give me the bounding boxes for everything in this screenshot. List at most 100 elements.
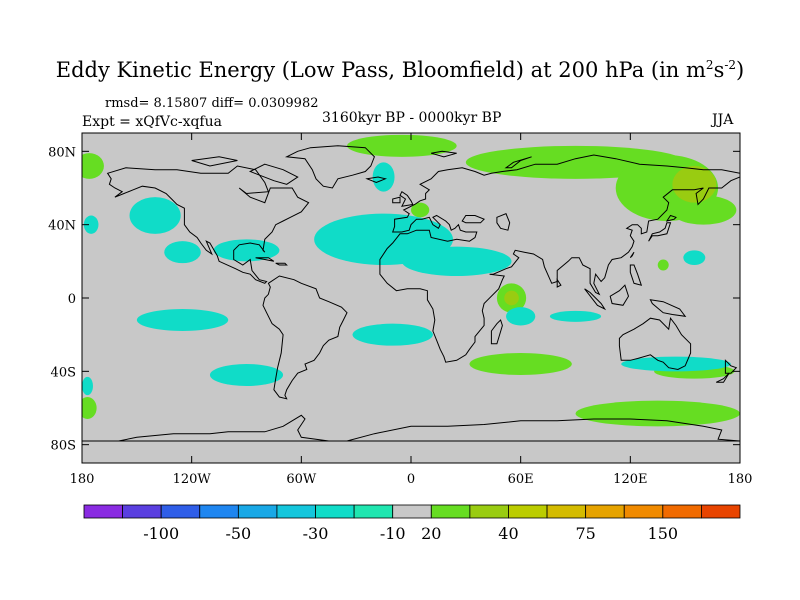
anomaly-region xyxy=(670,195,737,225)
anomaly-region xyxy=(401,246,512,276)
experiment-label: Expt = xQfVc-xqfua xyxy=(82,114,222,130)
coastline xyxy=(461,215,485,224)
anomaly-region xyxy=(683,250,706,265)
anomaly-region xyxy=(82,397,97,419)
anomaly-region xyxy=(129,197,181,234)
coastline xyxy=(284,145,375,189)
coastline xyxy=(724,359,738,374)
y-tick-label: 40N xyxy=(48,219,76,234)
coastline xyxy=(584,288,607,311)
colorbar-swatch xyxy=(353,504,394,519)
anomaly-region xyxy=(657,259,669,271)
coastline xyxy=(399,190,414,207)
x-tick-label: 0 xyxy=(407,472,415,487)
season-label: JJA xyxy=(712,112,734,128)
anomaly-region xyxy=(621,356,731,372)
coastline xyxy=(618,316,692,371)
anomaly-regions xyxy=(82,134,740,427)
coastline xyxy=(556,278,562,288)
colorbar-swatch xyxy=(83,504,123,519)
colorbar-swatch xyxy=(199,504,239,519)
anomaly-region xyxy=(83,215,99,234)
anomaly-region xyxy=(209,364,284,386)
period-label: 3160kyr BP - 0000kyr BP xyxy=(322,110,502,126)
coastline xyxy=(430,150,457,158)
anomaly-region xyxy=(164,241,201,264)
anomaly-region xyxy=(575,400,740,427)
colorbar-swatch xyxy=(276,504,316,519)
x-tick-label: 60W xyxy=(286,472,317,487)
anomaly-region xyxy=(469,353,572,375)
x-tick-label: 180 xyxy=(728,472,753,487)
colorbar-swatch xyxy=(392,504,432,519)
colorbar-label: 40 xyxy=(498,524,518,543)
colorbar-swatch xyxy=(623,504,664,519)
coastline xyxy=(629,251,635,259)
anomaly-region xyxy=(372,162,395,192)
coastline xyxy=(275,262,288,266)
x-tick-label: 180 xyxy=(70,472,95,487)
colorbar-label: -30 xyxy=(303,524,329,543)
colorbar-label: 75 xyxy=(575,524,595,543)
coastline xyxy=(504,156,532,169)
colorbar-label: 20 xyxy=(421,524,441,543)
colorbar-swatch xyxy=(237,504,278,519)
coastline xyxy=(648,222,672,242)
coastline xyxy=(106,165,310,284)
anomaly-region xyxy=(411,202,430,218)
map-title: Eddy Kinetic Energy (Low Pass, Bloomfiel… xyxy=(55,58,745,82)
colorbar-swatch xyxy=(160,504,201,519)
coastline xyxy=(609,284,630,306)
rmsd-stats: rmsd= 8.15807 diff= 0.0309982 xyxy=(105,96,319,111)
anomaly-region xyxy=(352,323,433,346)
coastline xyxy=(365,176,388,184)
x-tick-label: 120E xyxy=(613,472,647,487)
y-tick-label: 80S xyxy=(51,439,76,454)
colorbar-swatch xyxy=(469,504,509,519)
anomaly-region xyxy=(213,239,280,262)
x-tick-label: 120W xyxy=(173,472,212,487)
colorbar-swatch xyxy=(585,504,625,519)
anomaly-region xyxy=(82,153,104,179)
coastline xyxy=(379,154,740,363)
coastline xyxy=(629,264,643,286)
colorbar-swatch xyxy=(508,504,548,519)
x-axis: 180 120W 60W 0 60E 120E 180 xyxy=(70,133,753,487)
colorbar-swatch xyxy=(315,504,355,519)
anomaly-region xyxy=(504,290,519,306)
y-tick-label: 40S xyxy=(51,365,76,380)
anomaly-region xyxy=(136,309,229,331)
colorbar-swatch xyxy=(701,504,741,519)
coastline xyxy=(191,156,238,167)
colorbar-swatch xyxy=(122,504,162,519)
coastline xyxy=(665,214,677,222)
anomaly-region xyxy=(549,310,602,322)
coastline xyxy=(649,299,687,317)
anomaly-region xyxy=(347,134,457,157)
colorbar-label: -50 xyxy=(225,524,251,543)
coastlines xyxy=(82,145,740,442)
anomaly-region xyxy=(506,307,536,326)
coastline xyxy=(255,257,275,262)
anomaly-region xyxy=(82,376,93,396)
coastline xyxy=(82,414,740,442)
colorbar: -100 -50 -30 -10 20 40 75 150 xyxy=(83,504,741,543)
coastline xyxy=(248,163,299,185)
y-tick-label: 0 xyxy=(68,292,76,307)
coastline xyxy=(715,372,730,383)
colorbar-label: 150 xyxy=(648,524,679,543)
colorbar-swatch xyxy=(546,504,587,519)
coastline xyxy=(392,196,401,204)
colorbar-swatch xyxy=(430,504,471,519)
coastline xyxy=(262,275,348,400)
coastline xyxy=(490,319,503,345)
coastline xyxy=(496,213,511,231)
x-tick-label: 60E xyxy=(508,472,534,487)
y-axis: 80N 40N 0 40S 80S xyxy=(48,145,740,454)
colorbar-swatch xyxy=(662,504,702,519)
anomaly-region xyxy=(672,166,717,203)
colorbar-label: -100 xyxy=(143,524,179,543)
colorbar-label: -10 xyxy=(380,524,406,543)
y-tick-label: 80N xyxy=(48,145,76,160)
